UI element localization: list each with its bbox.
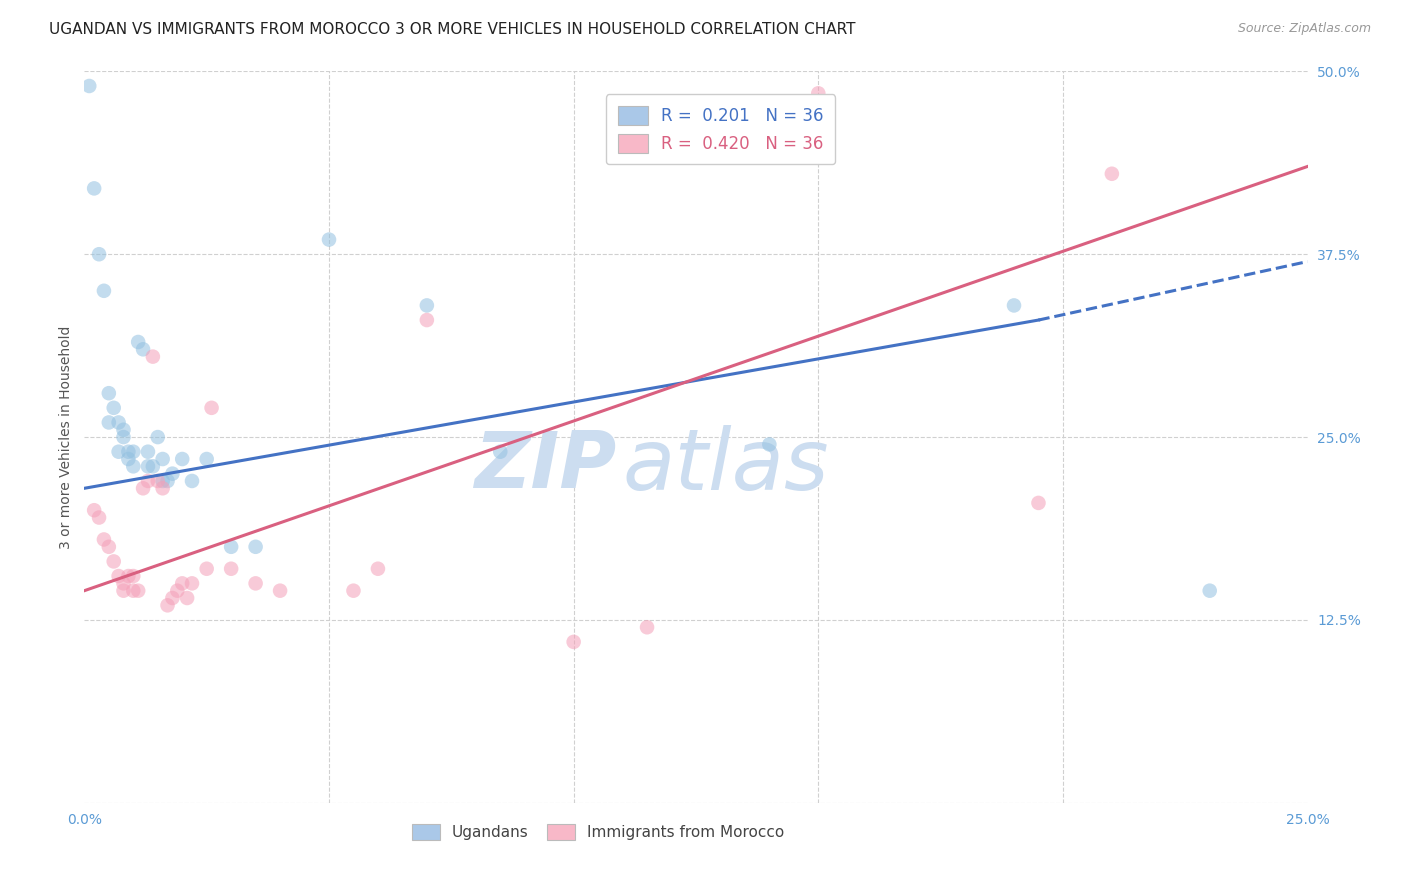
Point [1028, 496, 1050, 510]
Text: UGANDAN VS IMMIGRANTS FROM MOROCCO 3 OR MORE VEHICLES IN HOUSEHOLD CORRELATION C: UGANDAN VS IMMIGRANTS FROM MOROCCO 3 OR … [49, 22, 856, 37]
Point [112, 430, 135, 444]
Point [112, 576, 135, 591]
Point [107, 569, 129, 583]
Point [156, 474, 179, 488]
Point [87, 247, 110, 261]
Point [1198, 583, 1220, 598]
Point [107, 444, 129, 458]
Point [219, 540, 242, 554]
Point [172, 576, 194, 591]
Point [112, 423, 135, 437]
Point [132, 481, 155, 495]
Point [97, 540, 120, 554]
Point [245, 540, 267, 554]
Point [489, 444, 512, 458]
Point [136, 474, 159, 488]
Point [195, 452, 218, 467]
Text: Source: ZipAtlas.com: Source: ZipAtlas.com [1237, 22, 1371, 36]
Point [342, 583, 364, 598]
Point [83, 503, 105, 517]
Point [416, 313, 439, 327]
Point [195, 562, 218, 576]
Y-axis label: 3 or more Vehicles in Household: 3 or more Vehicles in Household [59, 326, 73, 549]
Point [93, 284, 115, 298]
Point [87, 510, 110, 524]
Point [117, 452, 139, 467]
Point [219, 562, 242, 576]
Point [132, 343, 155, 357]
Point [103, 554, 125, 568]
Point [367, 562, 389, 576]
Point [136, 444, 159, 458]
Point [162, 467, 184, 481]
Point [122, 459, 145, 474]
Point [181, 576, 204, 591]
Point [200, 401, 222, 415]
Point [136, 459, 159, 474]
Point [172, 452, 194, 467]
Point [176, 591, 198, 605]
Point [562, 635, 585, 649]
Point [146, 430, 169, 444]
Point [142, 459, 165, 474]
Point [318, 233, 340, 247]
Point [245, 576, 267, 591]
Text: ZIP: ZIP [474, 428, 616, 504]
Point [146, 474, 169, 488]
Point [93, 533, 115, 547]
Point [416, 298, 439, 312]
Point [77, 78, 100, 93]
Point [112, 583, 135, 598]
Point [127, 334, 149, 349]
Point [758, 437, 780, 451]
Point [107, 416, 129, 430]
Point [117, 444, 139, 458]
Point [1101, 167, 1123, 181]
Point [117, 569, 139, 583]
Point [152, 481, 174, 495]
Legend: Ugandans, Immigrants from Morocco: Ugandans, Immigrants from Morocco [406, 818, 790, 847]
Point [152, 474, 174, 488]
Point [162, 591, 184, 605]
Point [122, 444, 145, 458]
Point [122, 569, 145, 583]
Point [97, 386, 120, 401]
Point [97, 416, 120, 430]
Point [1002, 298, 1025, 312]
Point [166, 583, 188, 598]
Point [269, 583, 291, 598]
Point [127, 583, 149, 598]
Text: atlas: atlas [623, 425, 830, 508]
Point [636, 620, 658, 634]
Point [152, 452, 174, 467]
Point [156, 599, 179, 613]
Point [83, 181, 105, 195]
Point [807, 87, 830, 101]
Point [103, 401, 125, 415]
Point [181, 474, 204, 488]
Point [142, 350, 165, 364]
Point [122, 583, 145, 598]
